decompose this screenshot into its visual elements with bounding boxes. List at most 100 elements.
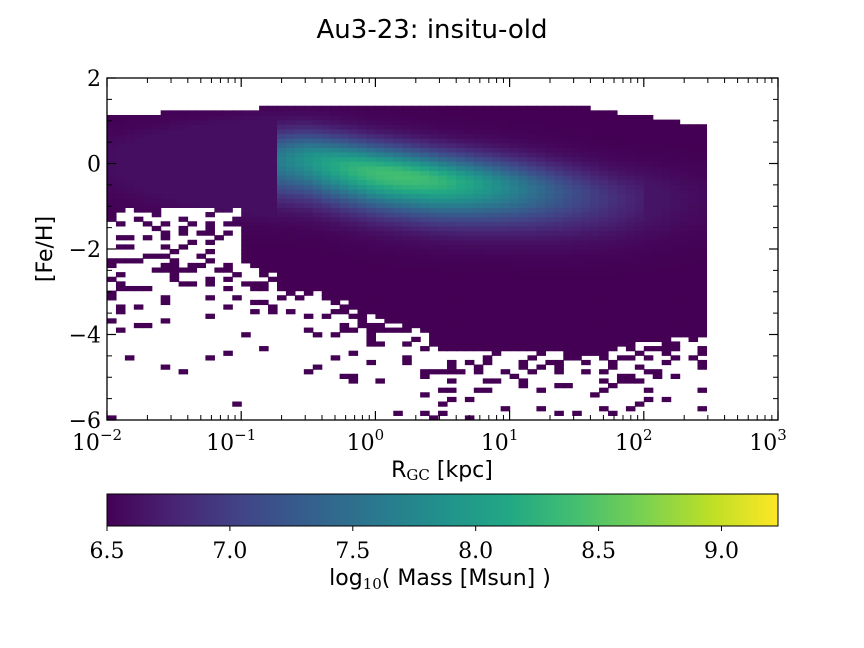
- heatmap-cell: [330, 355, 341, 361]
- heatmap-cell: [384, 244, 394, 250]
- heatmap-cell: [348, 378, 359, 384]
- heatmap-cell: [491, 212, 502, 218]
- heatmap-cell: [133, 151, 144, 158]
- heatmap-cell: [294, 267, 305, 273]
- heatmap-cell: [142, 285, 153, 292]
- heatmap-cell: [375, 156, 385, 162]
- heatmap-cell: [482, 336, 493, 343]
- heatmap-cell: [196, 165, 207, 172]
- heatmap-cell: [259, 299, 269, 306]
- heatmap-cell: [473, 161, 484, 167]
- heatmap-cell: [652, 272, 663, 278]
- heatmap-cell: [599, 170, 609, 176]
- heatmap-cell: [169, 276, 180, 282]
- heatmap-cell: [312, 285, 323, 292]
- heatmap-cell: [115, 285, 126, 292]
- heatmap-cell: [670, 304, 681, 310]
- heatmap-cell: [420, 309, 430, 315]
- heatmap-cell: [688, 267, 699, 273]
- heatmap-cell: [107, 276, 117, 282]
- heatmap-cell: [446, 313, 457, 319]
- heatmap-cell: [357, 244, 368, 250]
- heatmap-cell: [446, 327, 457, 333]
- heatmap-cell: [330, 230, 341, 236]
- heatmap-cell: [554, 151, 564, 158]
- heatmap-cell: [697, 202, 708, 208]
- heatmap-cell: [625, 267, 636, 273]
- heatmap-cell: [375, 235, 385, 241]
- heatmap-cell: [608, 110, 618, 116]
- heatmap-cell: [652, 147, 663, 153]
- heatmap-cell: [643, 156, 654, 162]
- heatmap-cell: [375, 225, 385, 232]
- heatmap-cell: [545, 128, 555, 135]
- heatmap-cell: [384, 147, 394, 153]
- heatmap-cell: [339, 110, 350, 116]
- heatmap-cell: [616, 165, 627, 172]
- heatmap-cell: [536, 262, 546, 269]
- heatmap-cell: [357, 147, 368, 153]
- heatmap-cell: [581, 184, 591, 190]
- heatmap-cell: [697, 230, 708, 236]
- heatmap-cell: [312, 119, 323, 125]
- heatmap-cell: [563, 188, 573, 195]
- heatmap-cell: [250, 170, 260, 176]
- heatmap-cell: [455, 133, 466, 139]
- heatmap-cell: [536, 188, 546, 195]
- heatmap-cell: [661, 327, 672, 333]
- heatmap-cell: [205, 313, 215, 319]
- heatmap-cell: [697, 133, 708, 139]
- heatmap-cell: [590, 170, 600, 176]
- heatmap-cell: [205, 128, 215, 135]
- heatmap-cell: [652, 128, 663, 135]
- heatmap-cell: [616, 207, 627, 213]
- heatmap-cell: [196, 138, 207, 144]
- heatmap-cell: [330, 276, 341, 282]
- heatmap-cell: [133, 124, 144, 130]
- heatmap-cell: [294, 188, 305, 195]
- heatmap-cell: [133, 138, 144, 144]
- heatmap-cell: [688, 184, 699, 190]
- heatmap-cell: [518, 281, 529, 287]
- heatmap-cell: [455, 322, 466, 329]
- heatmap-cell: [590, 295, 600, 301]
- heatmap-cell: [464, 327, 475, 333]
- heatmap-cell: [572, 332, 582, 338]
- heatmap-cell: [590, 142, 600, 148]
- heatmap-cell: [509, 188, 520, 195]
- x-axis-label-rest: [kpc]: [430, 458, 493, 483]
- heatmap-cell: [572, 230, 582, 236]
- heatmap-cell: [527, 327, 538, 333]
- heatmap-cell: [572, 175, 582, 181]
- heatmap-cell: [670, 119, 681, 125]
- heatmap-cell: [429, 198, 439, 204]
- heatmap-cell: [697, 387, 708, 393]
- heatmap-cell: [527, 341, 538, 347]
- heatmap-cell: [464, 341, 475, 347]
- heatmap-cell: [429, 202, 439, 208]
- heatmap-cell: [616, 138, 627, 144]
- heatmap-cell: [545, 313, 555, 319]
- heatmap-cell: [634, 170, 645, 176]
- heatmap-cell: [661, 221, 672, 227]
- heatmap-cell: [608, 235, 618, 241]
- heatmap-cell: [178, 244, 189, 250]
- heatmap-cell: [438, 188, 448, 195]
- heatmap-cell: [294, 244, 305, 250]
- heatmap-cell: [357, 295, 368, 301]
- heatmap-cell: [402, 276, 412, 282]
- heatmap-cell: [429, 179, 439, 185]
- heatmap-cell: [491, 138, 502, 144]
- colorbar-tick-label: 6.5: [90, 539, 125, 564]
- heatmap-cell: [509, 230, 520, 236]
- heatmap-cell: [366, 212, 376, 218]
- heatmap-cell: [608, 184, 618, 190]
- heatmap-cell: [599, 387, 609, 393]
- heatmap-cell: [402, 119, 412, 125]
- heatmap-cell: [545, 253, 555, 259]
- heatmap-cell: [330, 193, 341, 199]
- heatmap-cell: [348, 188, 359, 195]
- heatmap-cell: [339, 156, 350, 162]
- heatmap-cell: [321, 202, 332, 208]
- heatmap-cell: [688, 124, 699, 130]
